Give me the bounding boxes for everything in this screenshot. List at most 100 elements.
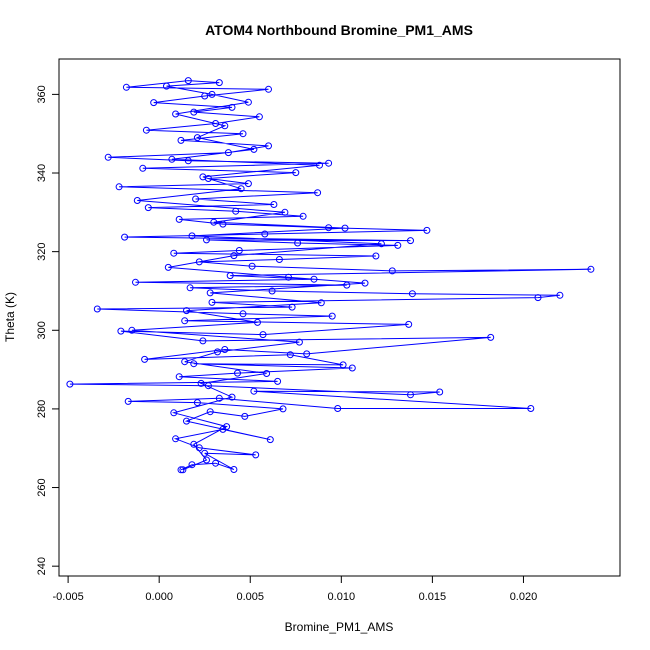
data-point (314, 189, 322, 197)
chart-title: ATOM4 Northbound Bromine_PM1_AMS (205, 22, 473, 38)
data-point (275, 256, 283, 263)
data-point (212, 120, 220, 127)
data-point (197, 379, 205, 387)
data-point (265, 85, 272, 93)
data-point (325, 159, 333, 167)
data-point (201, 449, 209, 457)
data-point (270, 201, 278, 208)
data-point (230, 466, 238, 473)
data-point (208, 90, 216, 98)
data-point (203, 236, 210, 244)
data-point (487, 333, 495, 341)
x-tick-label: 0.020 (510, 591, 538, 603)
data-point (288, 303, 296, 311)
data-point (292, 169, 300, 177)
data-point (295, 338, 303, 346)
data-point (193, 134, 201, 142)
data-point (252, 451, 260, 459)
data-point (177, 466, 185, 474)
data-point (239, 130, 247, 138)
data-point (215, 394, 223, 402)
data-point (587, 265, 595, 273)
data-point (348, 364, 356, 372)
data-point (408, 290, 416, 298)
data-point (361, 279, 369, 287)
data-point (325, 224, 333, 232)
data-point (279, 405, 287, 413)
data-point (388, 267, 396, 275)
y-axis-label: Theta (K) (3, 292, 17, 342)
data-point (104, 153, 112, 161)
data-point (394, 241, 402, 249)
data-point (310, 275, 318, 283)
data-point (93, 305, 101, 313)
data-point (183, 417, 190, 425)
data-point (177, 136, 185, 144)
data-point (150, 99, 158, 107)
data-point (164, 263, 172, 271)
data-point (181, 358, 189, 366)
data-point (228, 103, 236, 111)
data-point (193, 399, 201, 407)
y-tick-label: 300 (36, 321, 48, 339)
data-point (206, 289, 214, 297)
data-point (407, 391, 414, 399)
x-tick-label: 0.010 (328, 591, 356, 603)
data-point (170, 249, 178, 257)
data-point (124, 397, 132, 405)
data-point (303, 350, 311, 358)
data-point (201, 92, 209, 100)
data-point (265, 142, 272, 150)
data-point (188, 232, 196, 240)
data-point (175, 215, 183, 223)
data-point (144, 204, 152, 212)
data-point (215, 79, 223, 87)
data-point (341, 224, 349, 232)
data-point (142, 126, 150, 134)
data-point (317, 299, 325, 307)
data-point (534, 294, 542, 302)
data-point (214, 348, 221, 356)
data-point (235, 247, 243, 254)
data-point (334, 405, 342, 412)
x-tick-label: 0.005 (236, 591, 264, 603)
data-point (210, 218, 218, 226)
x-axis-label: Bromine_PM1_AMS (285, 620, 394, 634)
data-point (339, 361, 347, 369)
data-point (204, 382, 212, 390)
x-axis: -0.005 0.000 0.005 0.010 0.015 0.020 (53, 575, 538, 603)
y-axis: 240 260 280 300 320 340 360 (36, 85, 60, 575)
data-point (223, 423, 231, 431)
data-point (250, 387, 258, 395)
data-point (263, 370, 271, 377)
data-point (343, 281, 351, 289)
data-point (244, 98, 252, 106)
plot-frame (58, 58, 621, 577)
data-point (241, 412, 249, 420)
y-tick-label: 280 (36, 400, 48, 418)
data-point (377, 240, 385, 248)
data-point (237, 185, 245, 193)
data-point (115, 183, 123, 191)
y-tick-label: 260 (36, 478, 48, 496)
data-point (244, 180, 252, 188)
data-point (66, 380, 74, 388)
data-point (199, 337, 207, 345)
data-point (212, 459, 220, 467)
data-point (234, 369, 241, 377)
data-point (186, 284, 194, 292)
data-point (328, 312, 336, 320)
data-point (203, 456, 210, 464)
data-point (184, 77, 192, 85)
data-point (133, 197, 141, 204)
data-point (232, 207, 240, 215)
data-point (285, 273, 292, 281)
data-point (436, 388, 444, 396)
data-point (128, 326, 136, 334)
y-tick-label: 240 (36, 557, 48, 575)
data-point (221, 122, 229, 130)
data-point (274, 377, 282, 385)
data-point (407, 237, 414, 245)
data-point (192, 195, 200, 203)
